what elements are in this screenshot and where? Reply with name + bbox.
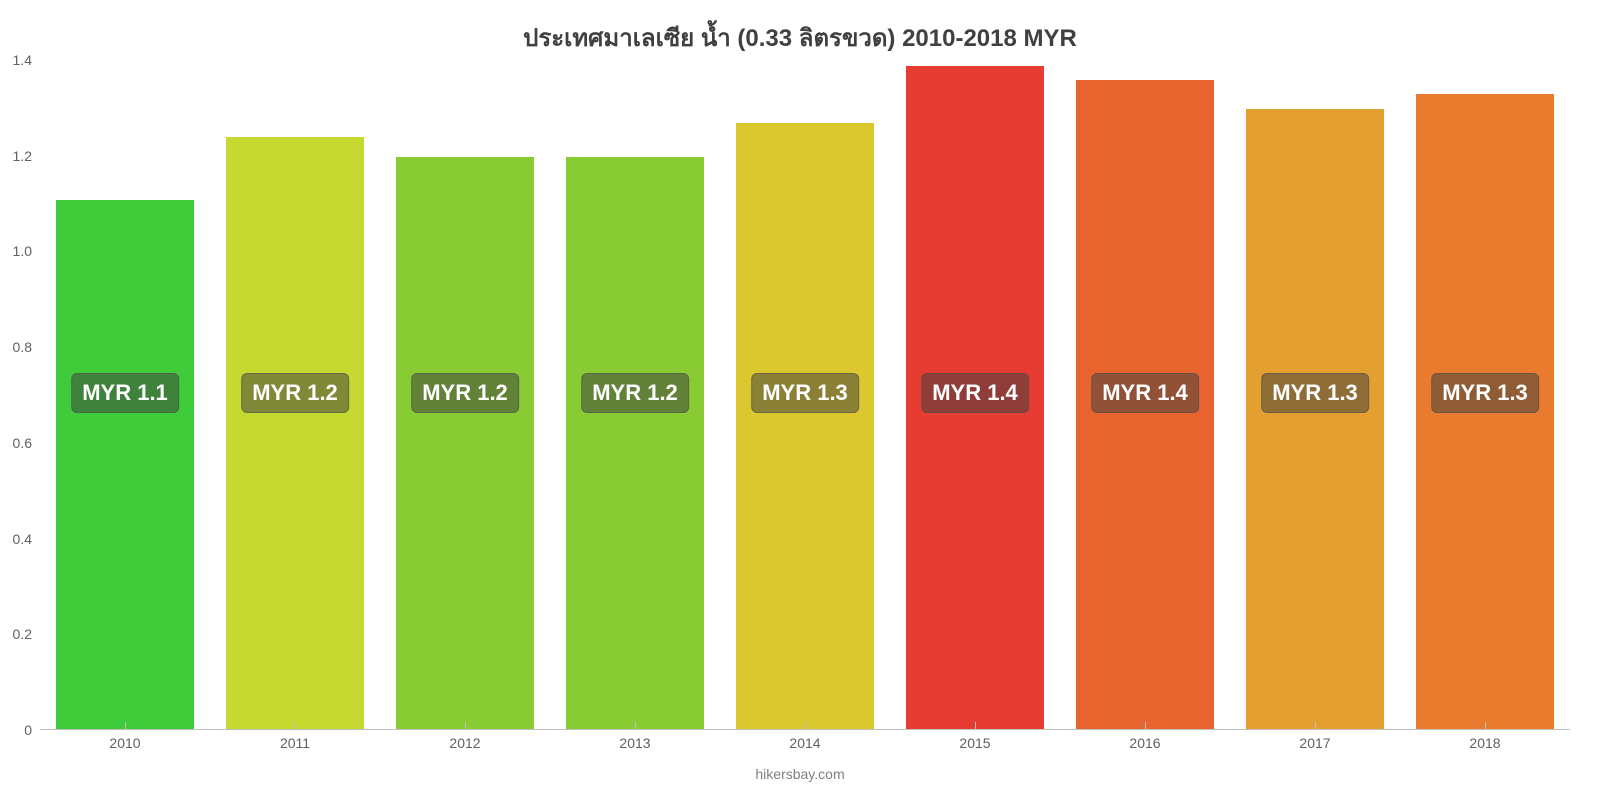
y-tick-label: 0.4 [13,531,32,547]
bar [565,156,704,729]
bar [735,122,874,729]
x-tick-label: 2012 [449,735,480,751]
y-tick-label: 0.6 [13,435,32,451]
x-tick-label: 2018 [1469,735,1500,751]
x-tick-mark [805,722,806,730]
x-tick-label: 2017 [1299,735,1330,751]
bar-value-label: MYR 1.1 [71,373,179,413]
x-tick-mark [1145,722,1146,730]
plot-area: MYR 1.1 MYR 1.2 MYR 1.2 MYR 1.2 MYR 1.3 MYR 1… [40,60,1570,730]
bar [395,156,534,729]
bar-value-label: MYR 1.3 [1261,373,1369,413]
x-tick-mark [125,722,126,730]
bar-value-label: MYR 1.2 [411,373,519,413]
y-axis: 00.20.40.60.81.01.21.4 [0,60,40,730]
x-tick-mark [465,722,466,730]
x-axis: 2010 2011 2012 2013 2014 2015 2016 2017 2018 [40,730,1570,755]
x-tick-label: 2013 [619,735,650,751]
chart-container: ประเทศมาเลเซีย น้ำ (0.33 ลิตรขวด) 2010-2… [0,0,1600,800]
bar-value-label: MYR 1.4 [921,373,1029,413]
chart-title: ประเทศมาเลเซีย น้ำ (0.33 ลิตรขวด) 2010-2… [0,18,1600,57]
bar [55,199,194,729]
x-tick-label: 2011 [280,735,310,751]
x-tick-mark [1315,722,1316,730]
bar-value-label: MYR 1.2 [241,373,349,413]
y-tick-label: 1.0 [13,243,32,259]
bar [1245,108,1384,729]
x-tick-mark [635,722,636,730]
y-tick-label: 0.2 [13,626,32,642]
bar-value-label: MYR 1.4 [1091,373,1199,413]
y-tick-label: 0 [24,722,32,738]
x-tick-label: 2014 [789,735,820,751]
bar-value-label: MYR 1.3 [751,373,859,413]
x-tick-label: 2015 [959,735,990,751]
y-tick-label: 1.4 [13,52,32,68]
attribution-text: hikersbay.com [0,766,1600,782]
bars-area: MYR 1.1 MYR 1.2 MYR 1.2 MYR 1.2 MYR 1.3 MYR 1… [40,60,1570,729]
bar-value-label: MYR 1.3 [1431,373,1539,413]
x-tick-mark [975,722,976,730]
y-tick-label: 1.2 [13,148,32,164]
x-tick-label: 2016 [1129,735,1160,751]
bar-value-label: MYR 1.2 [581,373,689,413]
x-tick-label: 2010 [109,735,140,751]
x-tick-mark [295,722,296,730]
y-tick-label: 0.8 [13,339,32,355]
bar [225,136,364,729]
x-tick-mark [1485,722,1486,730]
